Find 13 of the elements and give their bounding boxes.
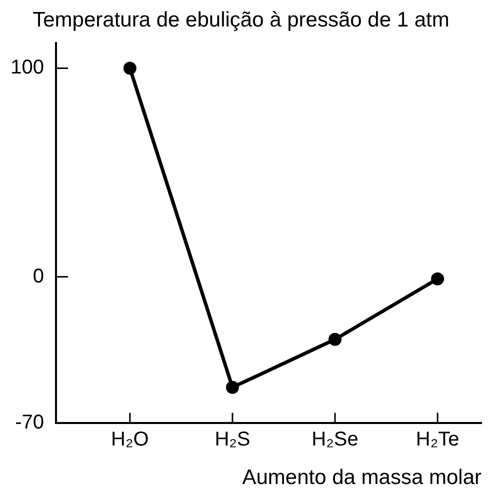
x-tick-label: H₂O: [111, 428, 149, 450]
x-tick-label: H₂Se: [312, 428, 358, 450]
x-tick-label: H₂S: [214, 428, 250, 450]
point: [328, 332, 342, 346]
y-tick-label: -70: [15, 411, 44, 434]
y-tick-label: 100: [10, 56, 44, 79]
point: [226, 380, 239, 394]
y-tick-label: 0: [32, 265, 44, 288]
point: [431, 272, 444, 286]
chart-title: Temperatura de ebulição à pressão de 1 atm: [32, 8, 450, 32]
x-axis-title: Aumento da massa molar: [242, 466, 482, 490]
x-tick-label: H₂Te: [416, 428, 460, 450]
point: [123, 62, 136, 75]
